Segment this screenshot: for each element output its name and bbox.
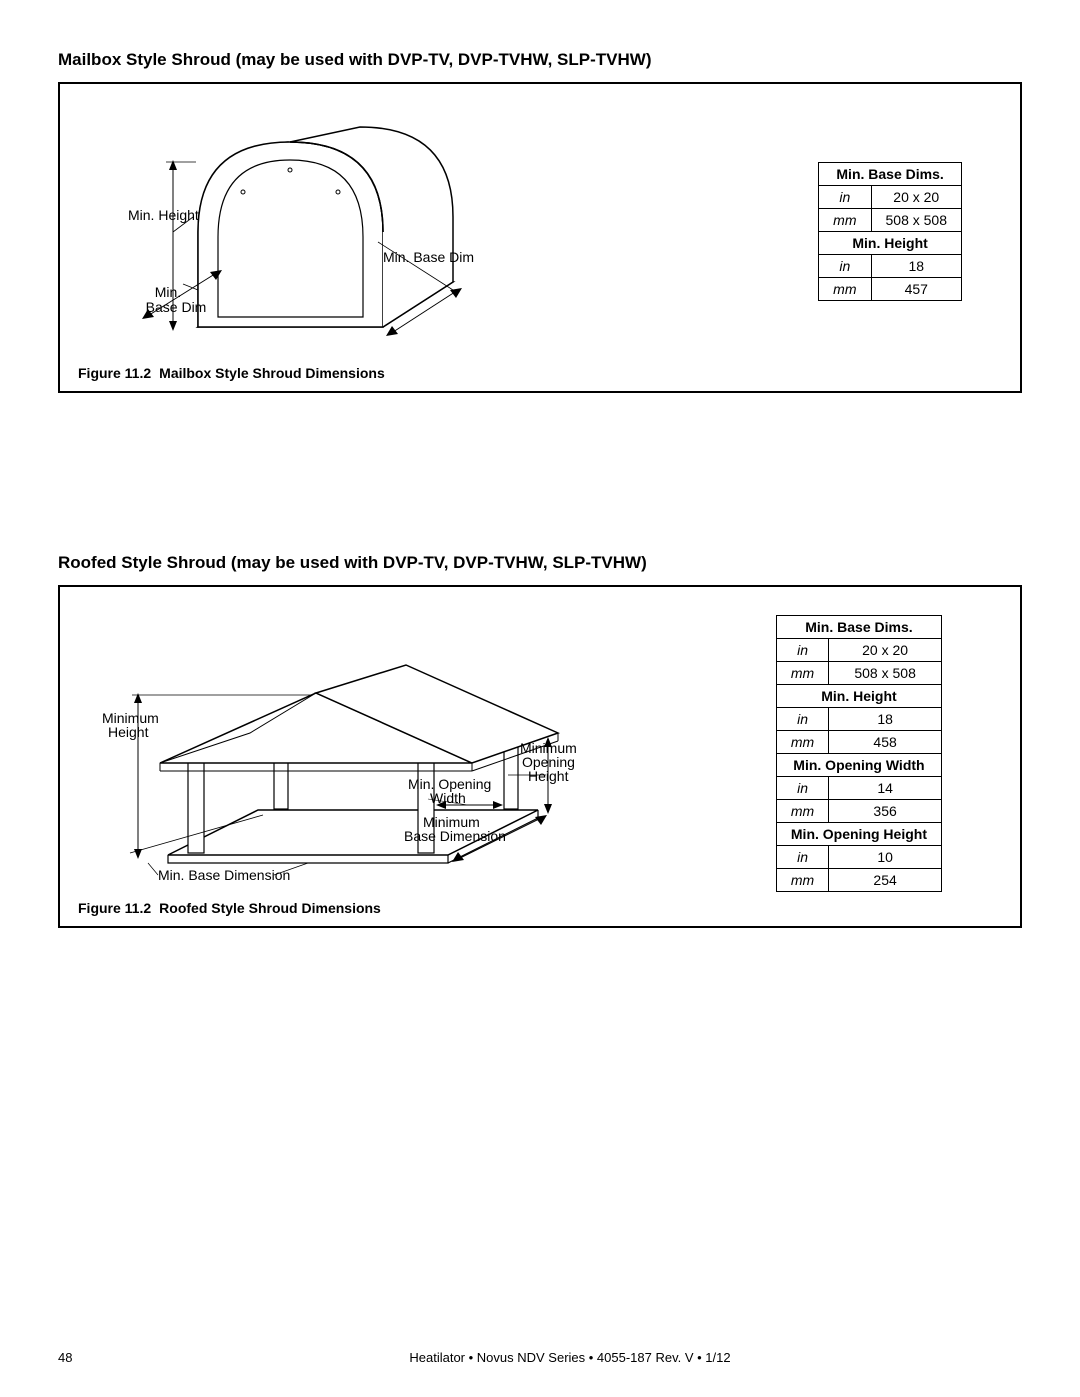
label-min-l2: Base Dim [146,299,207,315]
footer-text: Heatilator • Novus NDV Series • 4055-187… [118,1350,1022,1365]
th-base-dims: Min. Base Dims. [819,163,962,186]
page-footer: 48 Heatilator • Novus NDV Series • 4055-… [58,1350,1022,1365]
figure-box-1: Min. Height Min. Base Dim Min. Base Dim [58,82,1022,393]
section1-title: Mailbox Style Shroud (may be used with D… [58,50,1022,70]
svg-text:Base Dimension: Base Dimension [404,828,506,844]
page-content: Mailbox Style Shroud (may be used with D… [0,0,1080,958]
label-min-l1: Min. [155,284,181,300]
figure-box-2: Minimum Height Minimum Opening Height Mi… [58,585,1022,928]
label-min-base-dim-r: Min. Base Dim [383,249,474,265]
figure1-caption: Figure 11.2Mailbox Style Shroud Dimensio… [78,365,1002,381]
mailbox-diagram: Min. Height Min. Base Dim Min. Base Dim [78,102,798,357]
th-min-height: Min. Height [819,232,962,255]
roofed-diagram: Minimum Height Minimum Opening Height Mi… [78,605,756,890]
svg-text:Min. Base Dimension: Min. Base Dimension [158,867,290,883]
section2-title: Roofed Style Shroud (may be used with DV… [58,553,1022,573]
svg-text:Height: Height [528,768,569,784]
page-number: 48 [58,1350,118,1365]
svg-text:Height: Height [108,724,149,740]
figure2-caption: Figure 11.2Roofed Style Shroud Dimension… [78,900,1002,916]
roofed-dim-table: Min. Base Dims. in20 x 20 mm508 x 508 Mi… [776,615,942,892]
mailbox-dim-table: Min. Base Dims. in20 x 20 mm508 x 508 Mi… [818,162,962,301]
